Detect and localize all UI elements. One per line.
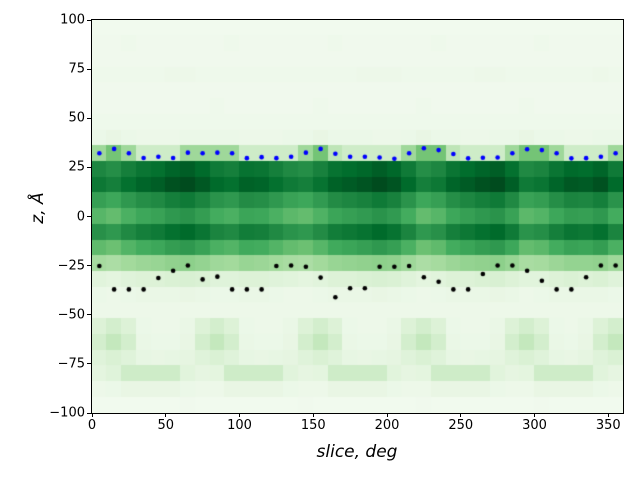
y-tick-mark	[87, 216, 91, 217]
y-tick-mark	[87, 68, 91, 70]
x-tick-label: 100	[227, 418, 252, 433]
x-tick-mark	[534, 413, 535, 417]
y-tick-mark	[87, 314, 91, 316]
x-tick-mark	[607, 413, 609, 417]
x-tick-mark	[386, 413, 388, 417]
heatmap-canvas	[92, 20, 623, 413]
x-tick-label: 200	[374, 418, 400, 433]
x-tick-mark	[91, 413, 93, 417]
y-tick-label: −100	[49, 405, 85, 421]
y-tick-label: −75	[57, 356, 85, 372]
y-tick-label: −25	[57, 258, 85, 274]
y-tick-mark	[87, 265, 91, 267]
y-tick-label: −50	[57, 307, 85, 323]
y-tick-label: 75	[68, 61, 85, 77]
y-tick-label: 0	[76, 209, 85, 224]
y-tick-mark	[87, 363, 91, 365]
x-tick-label: 300	[522, 418, 547, 433]
x-tick-mark	[165, 413, 167, 417]
y-axis-label: z, Å	[28, 192, 48, 224]
x-tick-label: 150	[300, 418, 326, 433]
x-tick-label: 350	[595, 418, 621, 433]
x-tick-label: 50	[157, 418, 175, 433]
x-tick-mark	[460, 413, 462, 417]
x-tick-mark	[312, 413, 314, 417]
y-tick-label: 100	[60, 12, 85, 28]
x-tick-label: 250	[448, 418, 474, 433]
x-axis-label: slice, deg	[316, 442, 398, 462]
y-tick-label: 50	[68, 110, 85, 126]
y-tick-mark	[87, 166, 91, 168]
plot-area	[91, 19, 624, 414]
y-tick-label: 25	[68, 159, 85, 175]
y-tick-mark	[87, 117, 91, 119]
y-tick-mark	[87, 19, 91, 21]
x-tick-label: 0	[87, 418, 97, 433]
x-tick-mark	[239, 413, 240, 417]
y-tick-mark	[87, 412, 91, 414]
